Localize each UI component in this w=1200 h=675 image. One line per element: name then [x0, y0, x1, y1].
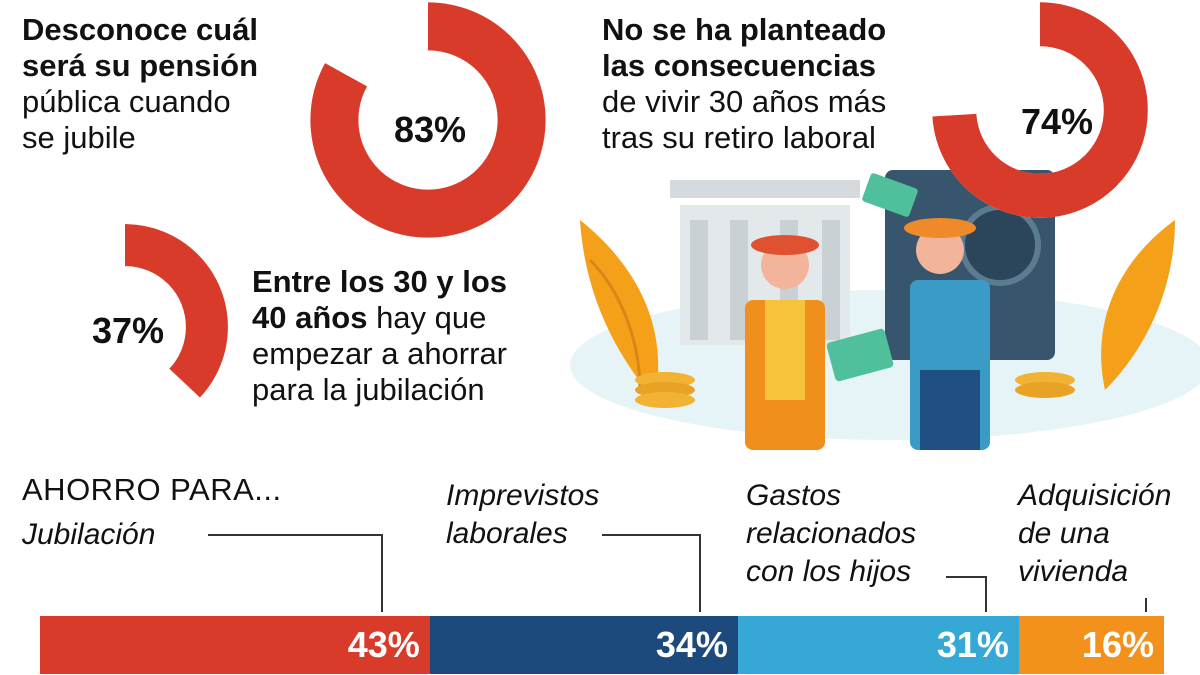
coin — [1015, 382, 1075, 398]
bar-value-label: 43% — [347, 624, 420, 665]
category-line: Adquisición — [1018, 479, 1172, 512]
leaf-left — [580, 220, 659, 400]
stat-retirement-line1: No se ha planteado — [602, 12, 887, 47]
stat-pension-line3: pública cuando — [22, 84, 231, 119]
bar-value-label: 31% — [936, 624, 1009, 665]
stat-age-line2-bold: 40 años — [252, 300, 368, 335]
category-line: de una — [1018, 517, 1110, 550]
donut-retirement-arc — [932, 2, 1148, 218]
donut-age-label: 37% — [91, 310, 165, 351]
bar-value-label: 16% — [1081, 624, 1154, 665]
category-label-imprevistos: Imprevistos laborales — [446, 477, 599, 553]
coin — [635, 392, 695, 408]
stat-age-line3: empezar a ahorrar — [252, 336, 508, 371]
category-line: relacionados — [746, 517, 917, 550]
banknote-icon — [862, 173, 918, 217]
category-label-gastos: Gastos relacionados con los hijos — [746, 477, 916, 591]
leaf-right — [1101, 220, 1175, 390]
donut-pension-label: 83% — [393, 109, 467, 150]
stat-retirement-line4: tras su retiro laboral — [602, 120, 876, 155]
stat-pension-line4: se jubile — [22, 120, 136, 155]
leaf-left-vein — [588, 258, 642, 391]
bank-column — [822, 220, 840, 340]
category-label-vivienda: Adquisición de una vivienda — [1018, 477, 1171, 591]
stat-retirement-line2: las consecuencias — [602, 48, 876, 83]
bar-segment-vivienda: 16% — [1018, 616, 1164, 674]
donut-chart-age — [22, 224, 228, 430]
retirement-illustration — [570, 170, 1200, 450]
donut-retirement-label: 74% — [1020, 101, 1094, 142]
bar-segment-imprevistos: 34% — [429, 616, 738, 674]
savings-heading: AHORRO PARA... — [22, 472, 282, 507]
man-head — [916, 226, 964, 274]
stat-retirement-text: No se ha planteado las consecuencias de … — [602, 12, 886, 156]
man-trousers — [920, 370, 980, 450]
leader-line-gastos — [946, 576, 987, 612]
category-line: laborales — [446, 517, 568, 550]
stat-pension-line2: será su pensión — [22, 48, 259, 83]
man-hat — [904, 218, 976, 238]
bar-segment-jubilacion: 43% — [40, 616, 430, 674]
woman-shirt — [765, 300, 805, 400]
bar-segment-gastos: 31% — [737, 616, 1019, 674]
woman-hat — [751, 235, 819, 255]
donut-chart-pension — [310, 2, 546, 238]
stat-age-line2-rest: hay que — [367, 300, 487, 335]
donut-chart-retirement — [932, 2, 1148, 218]
stat-age-line4: para la jubilación — [252, 372, 485, 407]
leader-line-imprevistos — [602, 534, 701, 612]
category-line: con los hijos — [746, 555, 912, 588]
stat-pension-line1: Desconoce cuál — [22, 12, 259, 47]
category-line: vivienda — [1018, 555, 1129, 588]
category-line: Gastos — [746, 479, 842, 512]
category-line: Imprevistos — [446, 479, 600, 512]
category-label-jubilacion: Jubilación — [22, 516, 155, 554]
cash-icon — [826, 328, 894, 382]
donut-age-arc — [22, 224, 228, 430]
bank-roof — [670, 180, 860, 198]
stat-age-line2: 40 años hay que — [252, 300, 507, 336]
donut-pension-arc — [310, 2, 546, 238]
category-line: Jubilación — [22, 518, 156, 551]
bank-column — [690, 220, 708, 340]
stat-pension-text: Desconoce cuál será su pensión pública c… — [22, 12, 258, 156]
stat-age-text: Entre los 30 y los 40 años hay que empez… — [252, 264, 507, 408]
bank-column — [730, 220, 748, 340]
leader-line-jubilacion — [208, 534, 383, 612]
bar-value-label: 34% — [655, 624, 728, 665]
stat-age-line1: Entre los 30 y los — [252, 264, 507, 299]
stat-retirement-line3: de vivir 30 años más — [602, 84, 887, 119]
